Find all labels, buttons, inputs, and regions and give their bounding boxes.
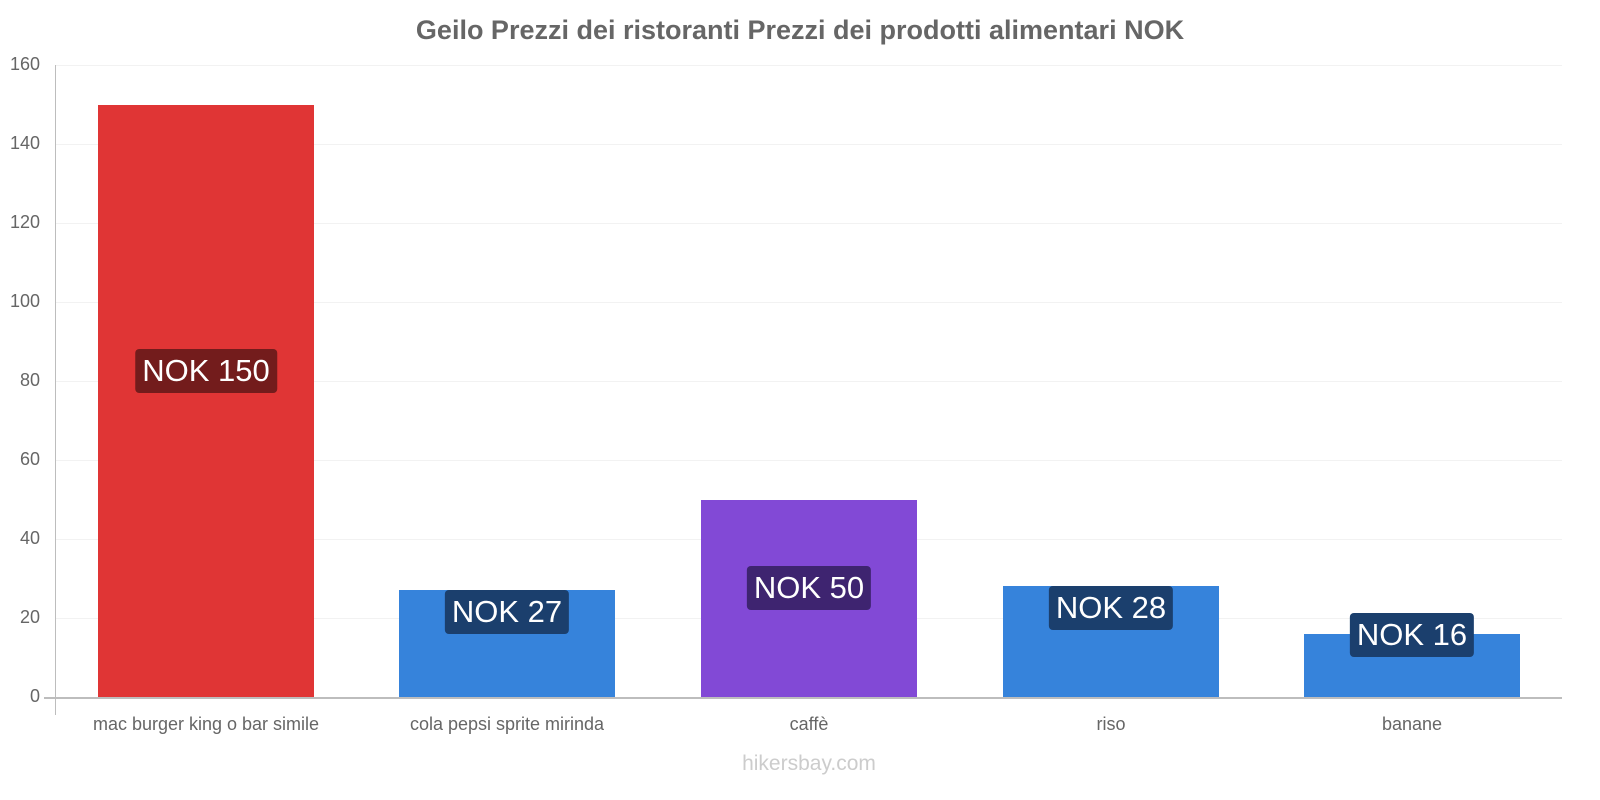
gridline <box>56 223 1562 224</box>
y-tick-label: 40 <box>19 528 40 548</box>
y-tick-label: 140 <box>9 133 40 153</box>
chart-title: Geilo Prezzi dei ristoranti Prezzi dei p… <box>415 15 1185 45</box>
watermark: hikersbay.com <box>742 752 876 775</box>
y-tick-label: 0 <box>29 686 40 706</box>
x-tick-label: mac burger king o bar simile <box>92 714 320 734</box>
y-tick-label: 20 <box>19 607 40 627</box>
bar-value-label: NOK 150 <box>135 349 277 394</box>
y-tick-label: 60 <box>19 449 40 469</box>
bar-value-label: NOK 50 <box>746 566 872 611</box>
x-tick-label: banane <box>1381 714 1443 734</box>
y-tick-label: 80 <box>19 370 40 390</box>
gridline <box>56 381 1562 382</box>
x-tick-label: riso <box>1096 714 1126 734</box>
bar-value-label: NOK 28 <box>1048 586 1174 631</box>
y-axis-line <box>55 65 56 715</box>
gridline <box>56 460 1562 461</box>
gridline <box>56 144 1562 145</box>
gridline <box>56 65 1562 66</box>
x-tick-label: cola pepsi sprite mirinda <box>409 714 605 734</box>
gridline <box>56 302 1562 303</box>
bar-value-label: NOK 16 <box>1349 613 1475 657</box>
y-tick-label: 100 <box>9 291 40 311</box>
y-tick-label: 160 <box>9 54 40 74</box>
y-tick-label: 120 <box>9 212 40 232</box>
bar-value-label: NOK 27 <box>444 590 570 635</box>
x-tick-label: caffè <box>789 714 829 734</box>
bar[interactable] <box>98 104 314 697</box>
x-axis-line <box>44 697 1562 699</box>
